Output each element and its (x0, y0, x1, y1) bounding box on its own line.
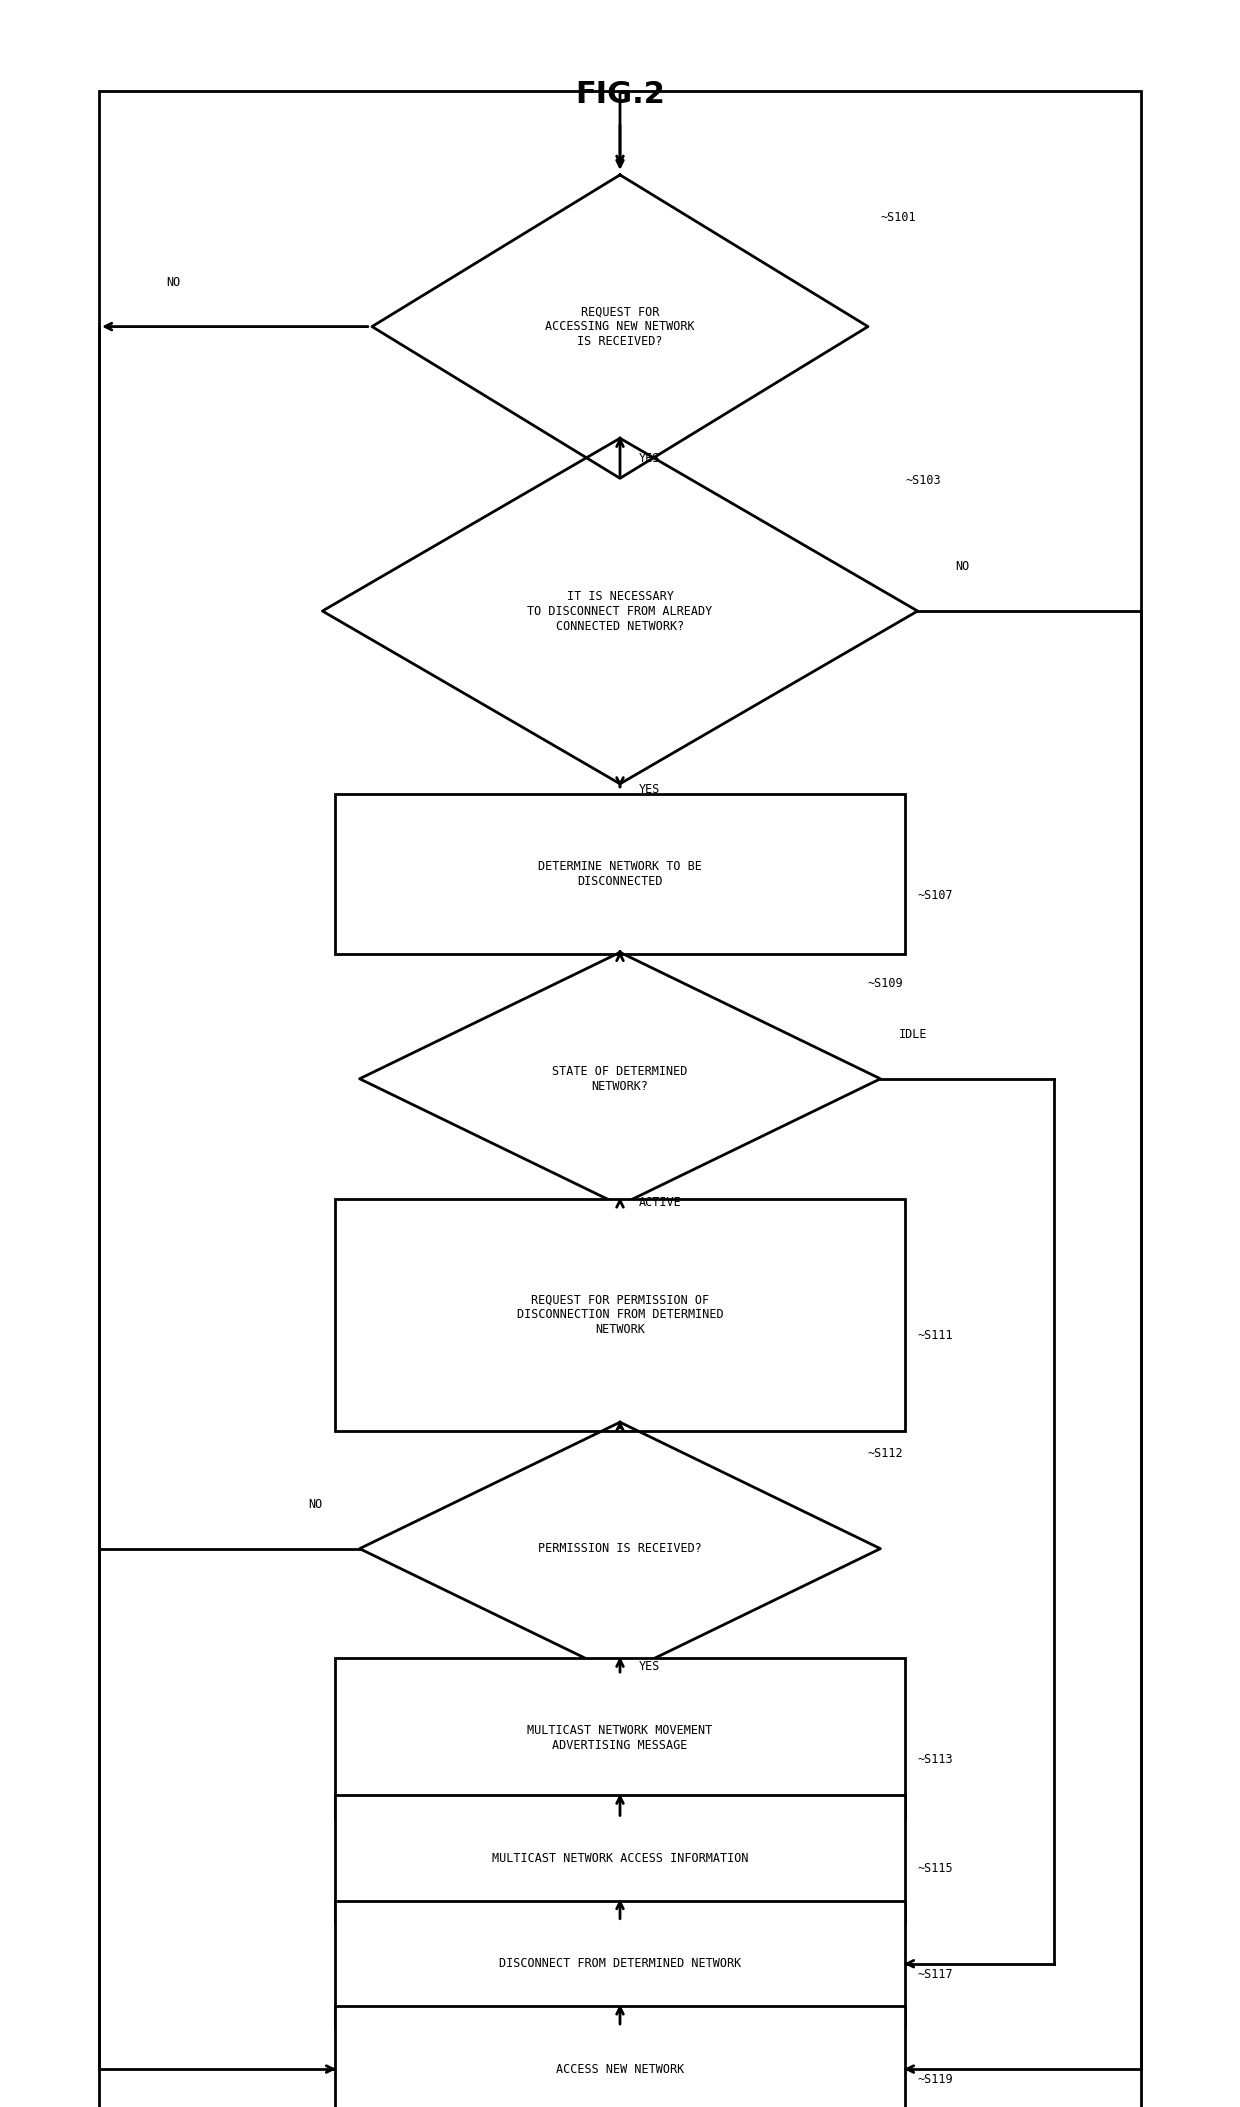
Text: REQUEST FOR
ACCESSING NEW NETWORK
IS RECEIVED?: REQUEST FOR ACCESSING NEW NETWORK IS REC… (546, 306, 694, 348)
Text: MULTICAST NETWORK MOVEMENT
ADVERTISING MESSAGE: MULTICAST NETWORK MOVEMENT ADVERTISING M… (527, 1724, 713, 1753)
Text: DISCONNECT FROM DETERMINED NETWORK: DISCONNECT FROM DETERMINED NETWORK (498, 1957, 742, 1970)
Text: ~S107: ~S107 (918, 889, 954, 902)
Text: REQUEST FOR PERMISSION OF
DISCONNECTION FROM DETERMINED
NETWORK: REQUEST FOR PERMISSION OF DISCONNECTION … (517, 1294, 723, 1336)
Text: YES: YES (639, 1660, 660, 1673)
Text: ~S111: ~S111 (918, 1330, 954, 1342)
Text: ~S117: ~S117 (918, 1968, 954, 1981)
Text: YES: YES (639, 451, 660, 466)
Text: FIG.2: FIG.2 (575, 80, 665, 110)
Text: IDLE: IDLE (899, 1028, 928, 1041)
Text: ~S112: ~S112 (868, 1448, 904, 1460)
Text: ACCESS NEW NETWORK: ACCESS NEW NETWORK (556, 2063, 684, 2075)
Text: NO: NO (955, 560, 968, 573)
Text: ~S109: ~S109 (868, 978, 904, 990)
Text: MULTICAST NETWORK ACCESS INFORMATION: MULTICAST NETWORK ACCESS INFORMATION (492, 1852, 748, 1865)
Bar (335, 1795, 905, 1922)
Text: ~S103: ~S103 (905, 474, 941, 487)
Text: ~S101: ~S101 (880, 211, 916, 223)
Text: NO: NO (166, 276, 181, 289)
Bar (335, 794, 905, 954)
Text: YES: YES (639, 782, 660, 796)
Bar (335, 2006, 905, 2107)
Text: DETERMINE NETWORK TO BE
DISCONNECTED: DETERMINE NETWORK TO BE DISCONNECTED (538, 860, 702, 889)
Bar (99, 91, 1141, 2107)
Bar (335, 1901, 905, 2027)
Text: PERMISSION IS RECEIVED?: PERMISSION IS RECEIVED? (538, 1542, 702, 1555)
Bar (335, 1199, 905, 1431)
Text: ~S113: ~S113 (918, 1753, 954, 1766)
Bar (335, 1658, 905, 1818)
Text: ACTIVE: ACTIVE (639, 1195, 681, 1209)
Text: STATE OF DETERMINED
NETWORK?: STATE OF DETERMINED NETWORK? (552, 1064, 688, 1094)
Text: IT IS NECESSARY
TO DISCONNECT FROM ALREADY
CONNECTED NETWORK?: IT IS NECESSARY TO DISCONNECT FROM ALREA… (527, 590, 713, 632)
Text: NO: NO (309, 1498, 322, 1511)
Text: ~S115: ~S115 (918, 1863, 954, 1875)
Text: ~S119: ~S119 (918, 2073, 954, 2086)
